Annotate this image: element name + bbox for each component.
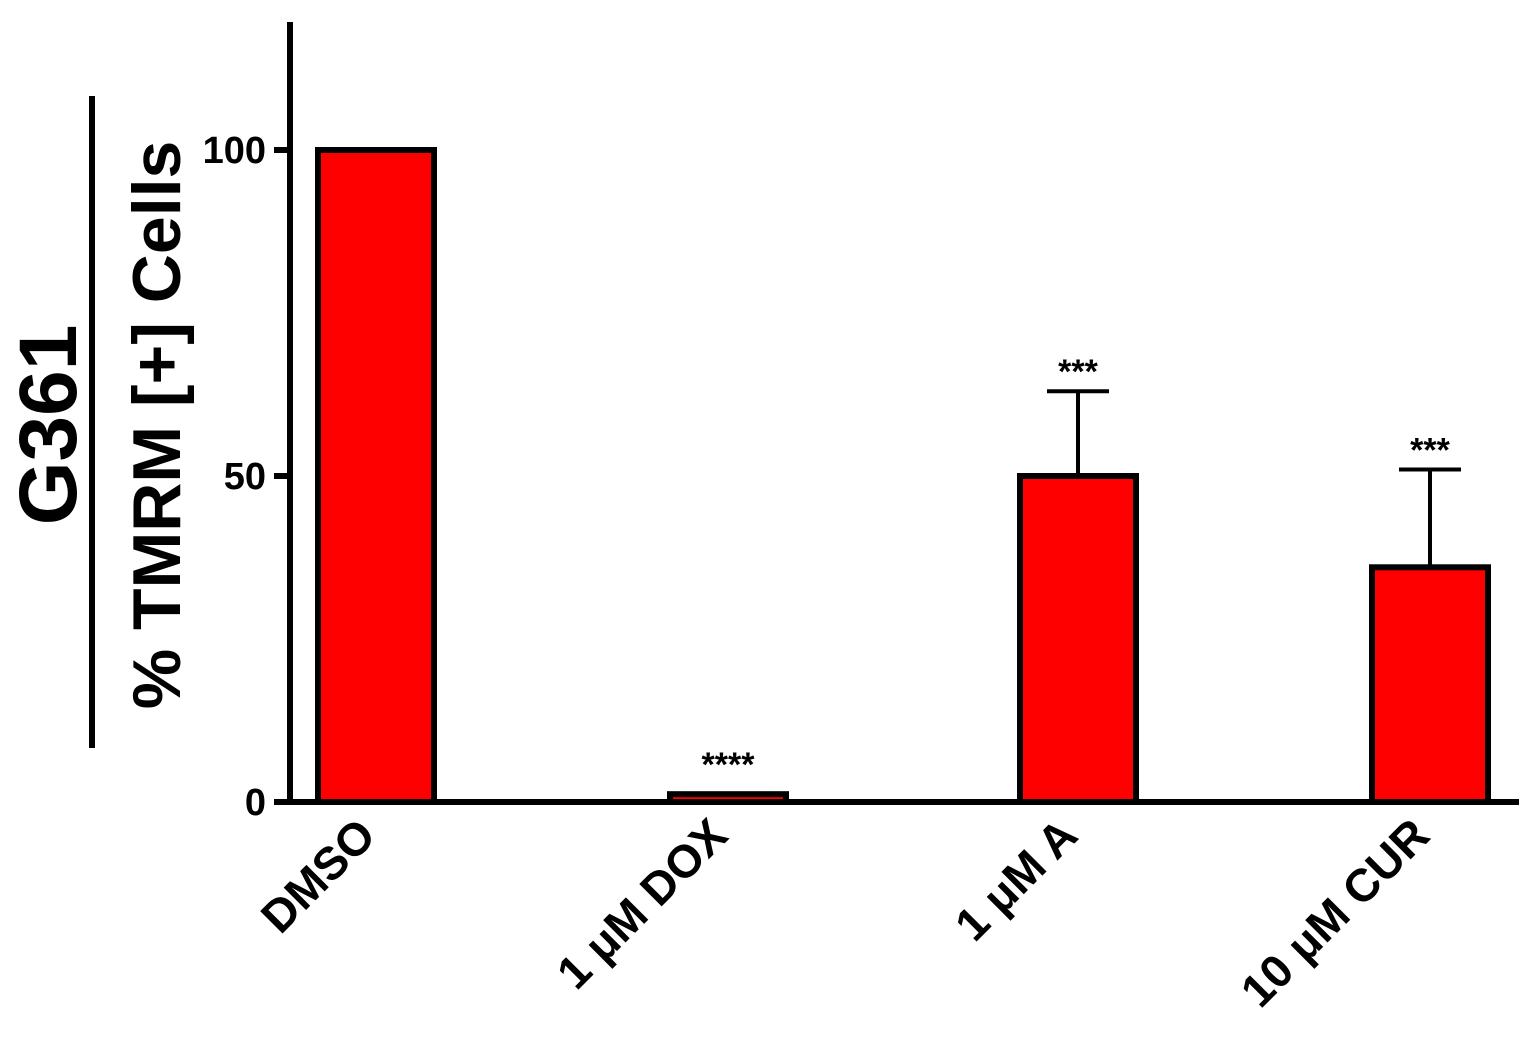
y-axis-label-group: G361 % TMRM [+] Cells — [3, 96, 195, 748]
x-tick-label-2: 1 μM A — [945, 808, 1087, 950]
y-axis-label-cell-line: G361 — [3, 325, 94, 526]
y-tick-label: 100 — [203, 130, 266, 172]
x-tick-label-1: 1 μM DOX — [547, 808, 738, 999]
y-axis-label-measure: % TMRM [+] Cells — [119, 141, 195, 710]
y-ticks: 0 50 100 — [203, 130, 290, 824]
x-tick-labels: DMSO 1 μM DOX 1 μM A 10 μM CUR — [251, 808, 1439, 1017]
bars — [315, 147, 1491, 806]
significance-label-1: **** — [702, 746, 756, 784]
x-tick-label-3: 10 μM CUR — [1231, 808, 1439, 1016]
y-tick-label: 0 — [245, 782, 266, 824]
significance-label-3: *** — [1410, 431, 1450, 469]
y-tick-label: 50 — [224, 456, 266, 498]
bar-2 — [1017, 473, 1139, 805]
x-tick-label-0: DMSO — [251, 808, 385, 942]
significance-label-2: *** — [1058, 353, 1098, 391]
bar-3 — [1369, 564, 1491, 806]
error-bars — [1047, 389, 1461, 568]
significance-labels: ********** — [702, 353, 1451, 784]
bar-0 — [315, 147, 437, 805]
